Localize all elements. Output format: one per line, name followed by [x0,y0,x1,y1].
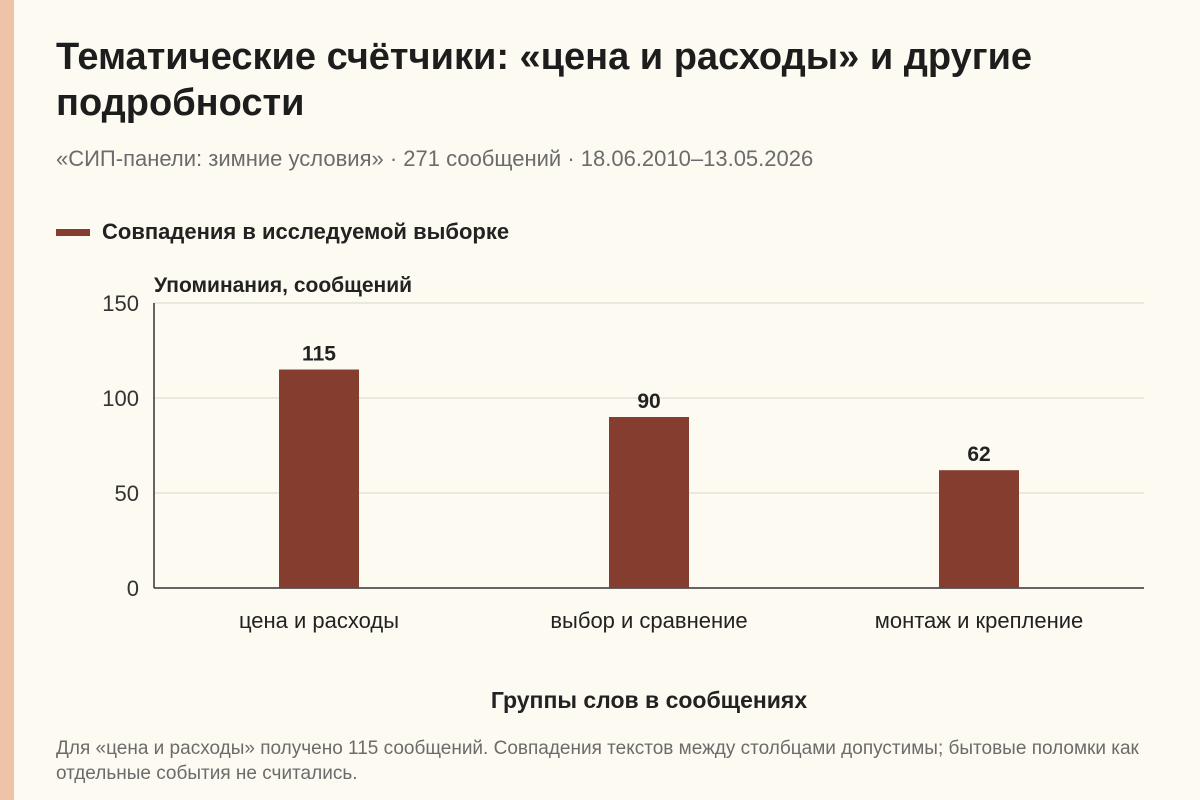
bar-value-label: 115 [302,343,336,366]
page-title: Тематические счётчики: «цена и расходы» … [56,36,1033,124]
x-tick-label: выбор и сравнение [550,608,747,633]
y-axis-label: Упоминания, сообщений [154,274,412,297]
x-tick-label: монтаж и крепление [875,608,1084,633]
bar-value-label: 90 [637,390,660,413]
legend-swatch [56,228,90,236]
legend-label: Совпадения в исследуемой выборке [102,219,510,244]
page-subtitle: «СИП-панели: зимние условия» · 271 сообщ… [56,146,814,171]
y-tick-label: 100 [102,386,139,411]
y-tick-label: 150 [102,291,139,316]
bar [279,369,359,588]
bar [609,417,689,588]
x-tick-label: цена и расходы [239,608,399,633]
bar-value-label: 62 [967,443,990,466]
legend: Совпадения в исследуемой выборке [56,219,509,245]
x-axis-label: Группы слов в сообщениях [491,687,807,713]
bar [939,470,1019,588]
footnote: Для «цена и расходы» получено 115 сообще… [56,738,1139,784]
accent-bar [0,0,14,800]
y-tick-label: 50 [115,481,139,506]
y-tick-label: 0 [127,576,139,601]
